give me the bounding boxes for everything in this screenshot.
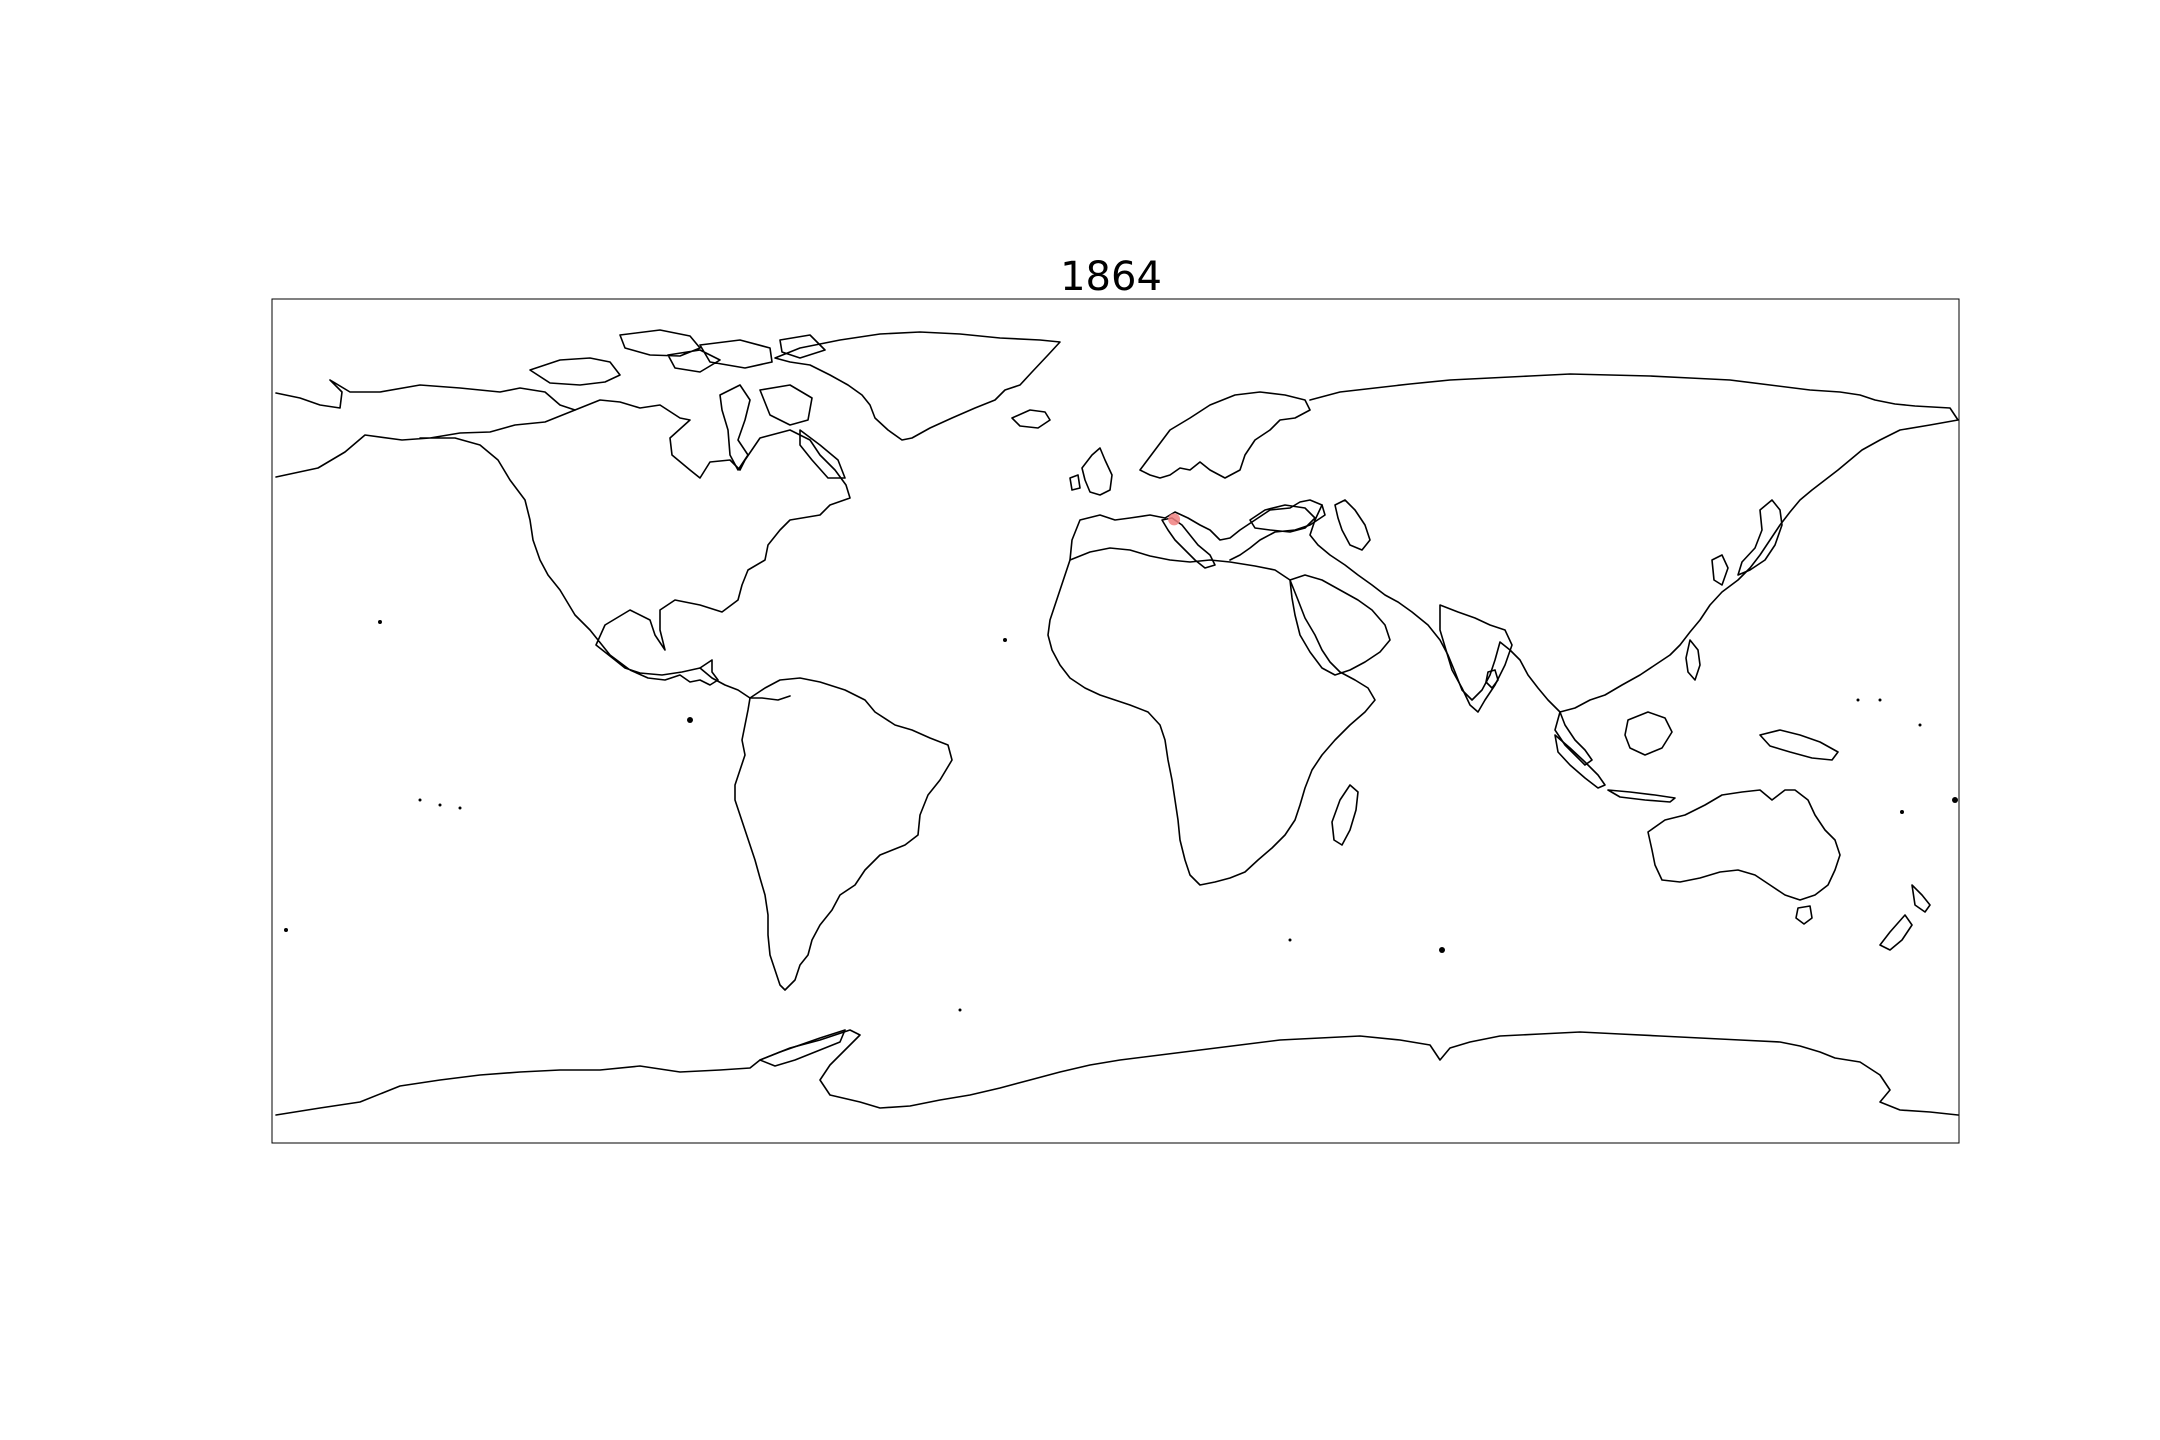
islet	[284, 928, 288, 932]
islet	[438, 803, 442, 807]
islet	[1439, 947, 1445, 953]
coast-philippines	[1685, 639, 1701, 681]
coast-italy	[1161, 517, 1216, 569]
islet	[1003, 638, 1007, 642]
islet	[1952, 797, 1958, 803]
islet	[1878, 698, 1882, 702]
coast-greenland	[774, 331, 1061, 441]
islet	[958, 1008, 962, 1012]
coast-north-america	[275, 399, 851, 686]
coastlines	[275, 329, 1959, 1116]
coast-scandinavia	[1139, 391, 1311, 479]
coast-british-isles	[1069, 447, 1113, 496]
coast-java	[1607, 789, 1676, 803]
coast-korea	[1711, 554, 1729, 586]
location-marker	[1168, 513, 1181, 526]
map-frame	[271, 298, 1960, 1144]
coast-sumatra	[1554, 734, 1606, 789]
coast-antarctica	[275, 1029, 1959, 1116]
map-title: 1864	[1060, 254, 1162, 300]
coast-central-america	[699, 667, 791, 701]
coast-arctic-islands	[529, 329, 846, 479]
islet	[378, 620, 382, 624]
coast-black-sea	[1249, 504, 1316, 533]
coast-southeast-asia	[1554, 711, 1593, 766]
islet	[458, 806, 462, 810]
coast-tasmania	[1795, 905, 1813, 925]
coast-sri-lanka	[1485, 669, 1499, 689]
coast-borneo	[1624, 711, 1673, 756]
coast-new-guinea	[1759, 729, 1839, 761]
coast-iceland	[1011, 409, 1051, 429]
coast-south-america	[734, 677, 953, 991]
coast-caspian	[1334, 499, 1371, 551]
islet	[1856, 698, 1860, 702]
coast-africa	[1047, 547, 1376, 886]
coast-australia	[1647, 789, 1841, 901]
coast-antarctic-peninsula	[759, 1029, 846, 1067]
islet	[1288, 938, 1292, 942]
coast-alaska	[275, 379, 576, 411]
coast-new-zealand	[1879, 884, 1931, 951]
islet	[1918, 723, 1922, 727]
coast-japan	[1737, 499, 1783, 576]
islet	[418, 798, 422, 802]
coast-europe	[1069, 499, 1326, 561]
coast-india	[1439, 604, 1513, 713]
marker-layer	[1168, 513, 1181, 526]
coast-asia	[1309, 373, 1959, 713]
islet	[687, 717, 693, 723]
islet	[1900, 810, 1904, 814]
coast-arabia	[1289, 574, 1391, 676]
small-islands	[284, 620, 1958, 1012]
coast-madagascar	[1331, 784, 1359, 846]
